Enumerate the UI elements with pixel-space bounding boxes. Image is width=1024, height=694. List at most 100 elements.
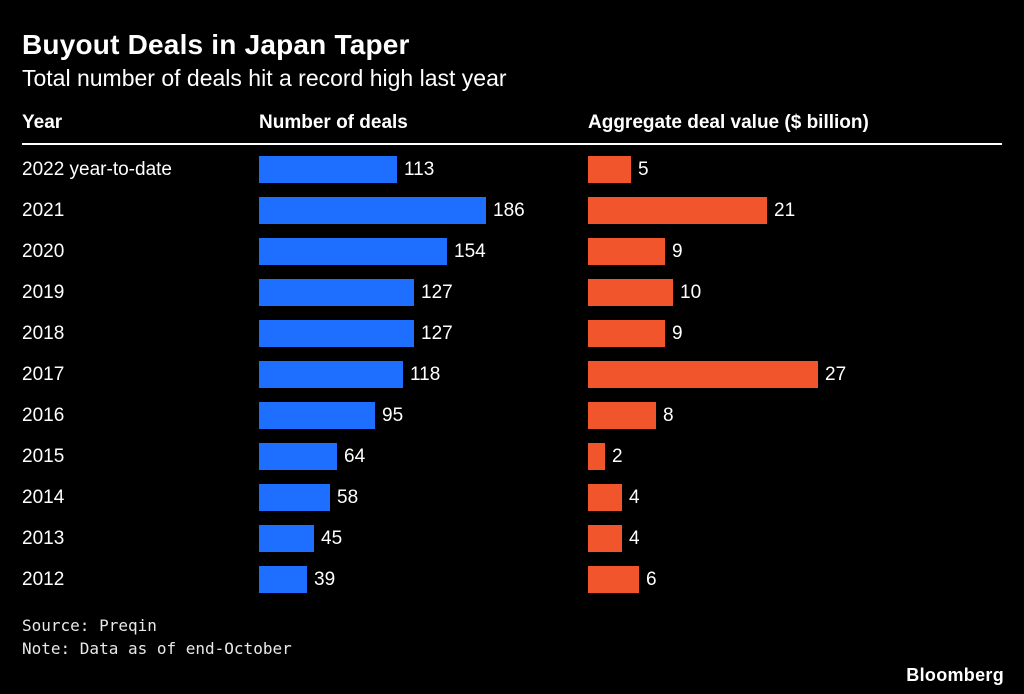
value-value-label: 9: [672, 322, 683, 344]
table-row: 2018 127 9: [22, 313, 1002, 354]
deals-bar: [259, 484, 330, 511]
deals-bar-cell: 113: [259, 149, 588, 190]
table-row: 2022 year-to-date 113 5: [22, 149, 1002, 190]
value-value-label: 6: [646, 568, 657, 590]
column-headers: Year Number of deals Aggregate deal valu…: [22, 112, 1002, 134]
deals-value-label: 113: [404, 158, 435, 180]
value-bar: [588, 156, 631, 183]
table-row: 2012 39 6: [22, 559, 1002, 600]
table-row: 2016 95 8: [22, 395, 1002, 436]
value-bar: [588, 320, 665, 347]
value-bar-cell: 4: [588, 477, 1002, 518]
deals-bar-cell: 39: [259, 559, 588, 600]
value-bar-cell: 8: [588, 395, 1002, 436]
value-bar: [588, 238, 665, 265]
value-bar: [588, 484, 622, 511]
deals-bar: [259, 566, 307, 593]
row-year-label: 2021: [22, 199, 65, 221]
table-row: 2017 118 27: [22, 354, 1002, 395]
chart-subtitle: Total number of deals hit a record high …: [22, 65, 507, 91]
deals-bar-cell: 127: [259, 272, 588, 313]
table-row: 2020 154 9: [22, 231, 1002, 272]
row-year-label: 2016: [22, 404, 65, 426]
value-bar-cell: 6: [588, 559, 1002, 600]
deals-value-label: 127: [421, 281, 453, 303]
value-bar: [588, 402, 656, 429]
footer: Source: Preqin Note: Data as of end-Octo…: [22, 614, 1002, 660]
column-header-deals: Number of deals: [259, 112, 408, 133]
table-row: 2015 64 2: [22, 436, 1002, 477]
value-bar: [588, 566, 639, 593]
value-bar-cell: 2: [588, 436, 1002, 477]
value-value-label: 10: [680, 281, 702, 303]
value-value-label: 4: [629, 486, 640, 508]
row-year-label: 2018: [22, 322, 65, 344]
deals-bar-cell: 95: [259, 395, 588, 436]
value-bar: [588, 361, 818, 388]
header-divider: [22, 143, 1002, 145]
row-year-label: 2012: [22, 568, 65, 590]
value-bar-cell: 27: [588, 354, 1002, 395]
value-bar-cell: 5: [588, 149, 1002, 190]
deals-bar-cell: 64: [259, 436, 588, 477]
value-value-label: 4: [629, 527, 640, 549]
row-year-label: 2022 year-to-date: [22, 158, 172, 180]
table-row: 2014 58 4: [22, 477, 1002, 518]
row-year-label: 2013: [22, 527, 65, 549]
value-bar: [588, 197, 767, 224]
chart-title: Buyout Deals in Japan Taper: [22, 29, 410, 60]
row-year-label: 2015: [22, 445, 65, 467]
deals-bar: [259, 156, 397, 183]
deals-bar: [259, 197, 486, 224]
deals-bar-cell: 186: [259, 190, 588, 231]
deals-bar-cell: 118: [259, 354, 588, 395]
value-bar: [588, 525, 622, 552]
deals-value-label: 39: [314, 568, 336, 590]
deals-bar: [259, 361, 403, 388]
deals-value-label: 64: [344, 445, 366, 467]
deals-bar: [259, 238, 447, 265]
row-year-label: 2014: [22, 486, 65, 508]
value-value-label: 9: [672, 240, 683, 262]
deals-value-label: 127: [421, 322, 453, 344]
source-note: Source: Preqin: [22, 616, 157, 635]
value-bar: [588, 443, 605, 470]
row-year-label: 2020: [22, 240, 65, 262]
row-year-label: 2017: [22, 363, 65, 385]
deals-bar-cell: 154: [259, 231, 588, 272]
deals-bar: [259, 525, 314, 552]
column-header-year: Year: [22, 112, 63, 133]
deals-bar: [259, 279, 414, 306]
table-row: 2021 186 21: [22, 190, 1002, 231]
deals-bar-cell: 127: [259, 313, 588, 354]
deals-value-label: 45: [321, 527, 343, 549]
value-bar-cell: 21: [588, 190, 1002, 231]
value-value-label: 5: [638, 158, 649, 180]
deals-value-label: 95: [382, 404, 404, 426]
deals-value-label: 154: [454, 240, 486, 262]
deals-bar: [259, 320, 414, 347]
deals-bar: [259, 443, 337, 470]
value-bar: [588, 279, 673, 306]
rows: 2022 year-to-date 113 5 2021 186 21 2020…: [22, 149, 1002, 600]
data-note: Note: Data as of end-October: [22, 639, 292, 658]
bloomberg-logo: Bloomberg: [906, 665, 1004, 685]
deals-value-label: 58: [337, 486, 359, 508]
value-value-label: 21: [774, 199, 796, 221]
deals-value-label: 186: [493, 199, 525, 221]
table-row: 2013 45 4: [22, 518, 1002, 559]
value-value-label: 2: [612, 445, 623, 467]
value-value-label: 27: [825, 363, 847, 385]
value-bar-cell: 9: [588, 313, 1002, 354]
row-year-label: 2019: [22, 281, 65, 303]
table-row: 2019 127 10: [22, 272, 1002, 313]
deals-value-label: 118: [410, 363, 441, 385]
deals-bar-cell: 58: [259, 477, 588, 518]
value-value-label: 8: [663, 404, 674, 426]
deals-bar-cell: 45: [259, 518, 588, 559]
value-bar-cell: 9: [588, 231, 1002, 272]
column-header-value: Aggregate deal value ($ billion): [588, 112, 869, 133]
value-bar-cell: 4: [588, 518, 1002, 559]
value-bar-cell: 10: [588, 272, 1002, 313]
